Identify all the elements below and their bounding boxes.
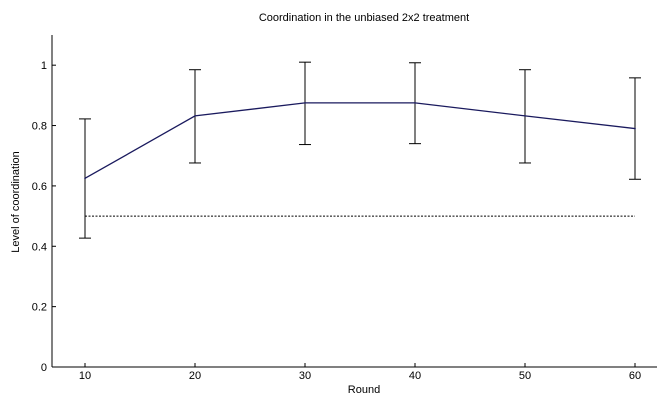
x-tick-label: 10 [79, 370, 91, 382]
y-tick-label: 0 [41, 362, 47, 374]
y-axis-label: Level of coordination [10, 151, 22, 253]
error-bars [79, 61, 641, 239]
x-axis-label: Round [348, 384, 380, 394]
data-point [84, 177, 86, 180]
data-point [414, 102, 416, 104]
x-tick-label: 20 [189, 370, 201, 382]
y-tick-label: 1 [41, 60, 47, 72]
data-point [194, 115, 196, 117]
data-point [304, 102, 306, 104]
axes: 0 0.2 0.4 0.6 0.8 1 10 20 30 40 50 60 [32, 35, 657, 382]
series-group [84, 102, 636, 180]
y-tick-label: 0.6 [32, 181, 47, 193]
chart-title: Coordination in the unbiased 2x2 treatme… [259, 12, 469, 24]
x-tick-label: 60 [629, 370, 641, 382]
data-point [524, 115, 526, 117]
x-tick-label: 50 [519, 370, 531, 382]
y-tick-label: 0.8 [32, 121, 47, 133]
y-tick-label: 0.2 [32, 302, 47, 314]
x-tick-label: 30 [299, 370, 311, 382]
y-tick-label: 0.4 [32, 241, 47, 253]
x-tick-label: 40 [409, 370, 421, 382]
series-line [84, 102, 636, 179]
data-point [634, 127, 636, 130]
